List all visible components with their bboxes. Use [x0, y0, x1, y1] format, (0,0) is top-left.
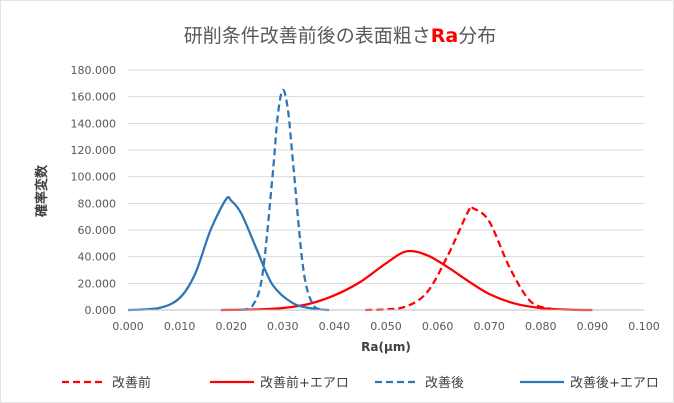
x-axis-ticks: 0.000 0.010 0.020 0.030 0.040 0.050 0.060 0.070… [112, 320, 660, 333]
y-tick-label: 0.000 [85, 304, 117, 317]
y-tick-label: 60.000 [78, 224, 117, 237]
y-tick-label: 160.000 [71, 91, 117, 104]
x-tick-label: 0.040 [319, 320, 351, 333]
y-tick-label: 140.000 [71, 117, 117, 130]
x-tick-label: 0.080 [525, 320, 557, 333]
legend-label: 改善後+エアロ [570, 375, 659, 391]
legend-item: 改善後 [375, 375, 464, 391]
y-axis-label: 確率変数 [34, 164, 50, 217]
series-line [127, 195, 330, 312]
x-axis-label: Ra(μm) [361, 340, 411, 354]
y-tick-label: 40.000 [78, 251, 117, 264]
series-layer [127, 88, 593, 312]
series-line [365, 204, 552, 312]
legend-item: 改善前+エアロ [210, 375, 349, 391]
series-line [241, 88, 325, 312]
x-tick-label: 0.100 [628, 320, 660, 333]
x-tick-label: 0.010 [164, 320, 196, 333]
legend-label: 改善前 [112, 375, 151, 391]
legend-label: 改善前+エアロ [260, 375, 349, 391]
x-tick-label: 0.050 [370, 320, 402, 333]
y-tick-label: 80.000 [78, 197, 117, 210]
y-tick-label: 20.000 [78, 277, 117, 290]
y-axis-ticks: 0.000 20.000 40.000 60.000 80.000 100.000 120.… [71, 64, 117, 317]
chart-title-suffix: 分布 [458, 25, 496, 47]
grid-lines [128, 69, 644, 284]
y-tick-label: 100.000 [71, 171, 117, 184]
chart-title-highlight: Ra [431, 25, 458, 47]
legend-item: 改善前 [62, 375, 151, 391]
chart-title-main: 研削条件改善前後の表面粗さ [184, 25, 431, 47]
x-tick-label: 0.060 [422, 320, 454, 333]
legend-item: 改善後+エアロ [520, 375, 659, 391]
legend: 改善前 改善前+エアロ 改善後 改善後+エアロ [62, 375, 659, 391]
legend-label: 改善後 [425, 375, 464, 391]
series-line [220, 249, 593, 312]
x-tick-label: 0.090 [577, 320, 609, 333]
chart-title: 研削条件改善前後の表面粗さRa分布 [184, 25, 496, 47]
x-tick-label: 0.030 [267, 320, 299, 333]
x-tick-label: 0.000 [112, 320, 144, 333]
x-tick-label: 0.020 [215, 320, 247, 333]
x-tick-label: 0.070 [473, 320, 505, 333]
y-tick-label: 180.000 [71, 64, 117, 77]
y-tick-label: 120.000 [71, 144, 117, 157]
